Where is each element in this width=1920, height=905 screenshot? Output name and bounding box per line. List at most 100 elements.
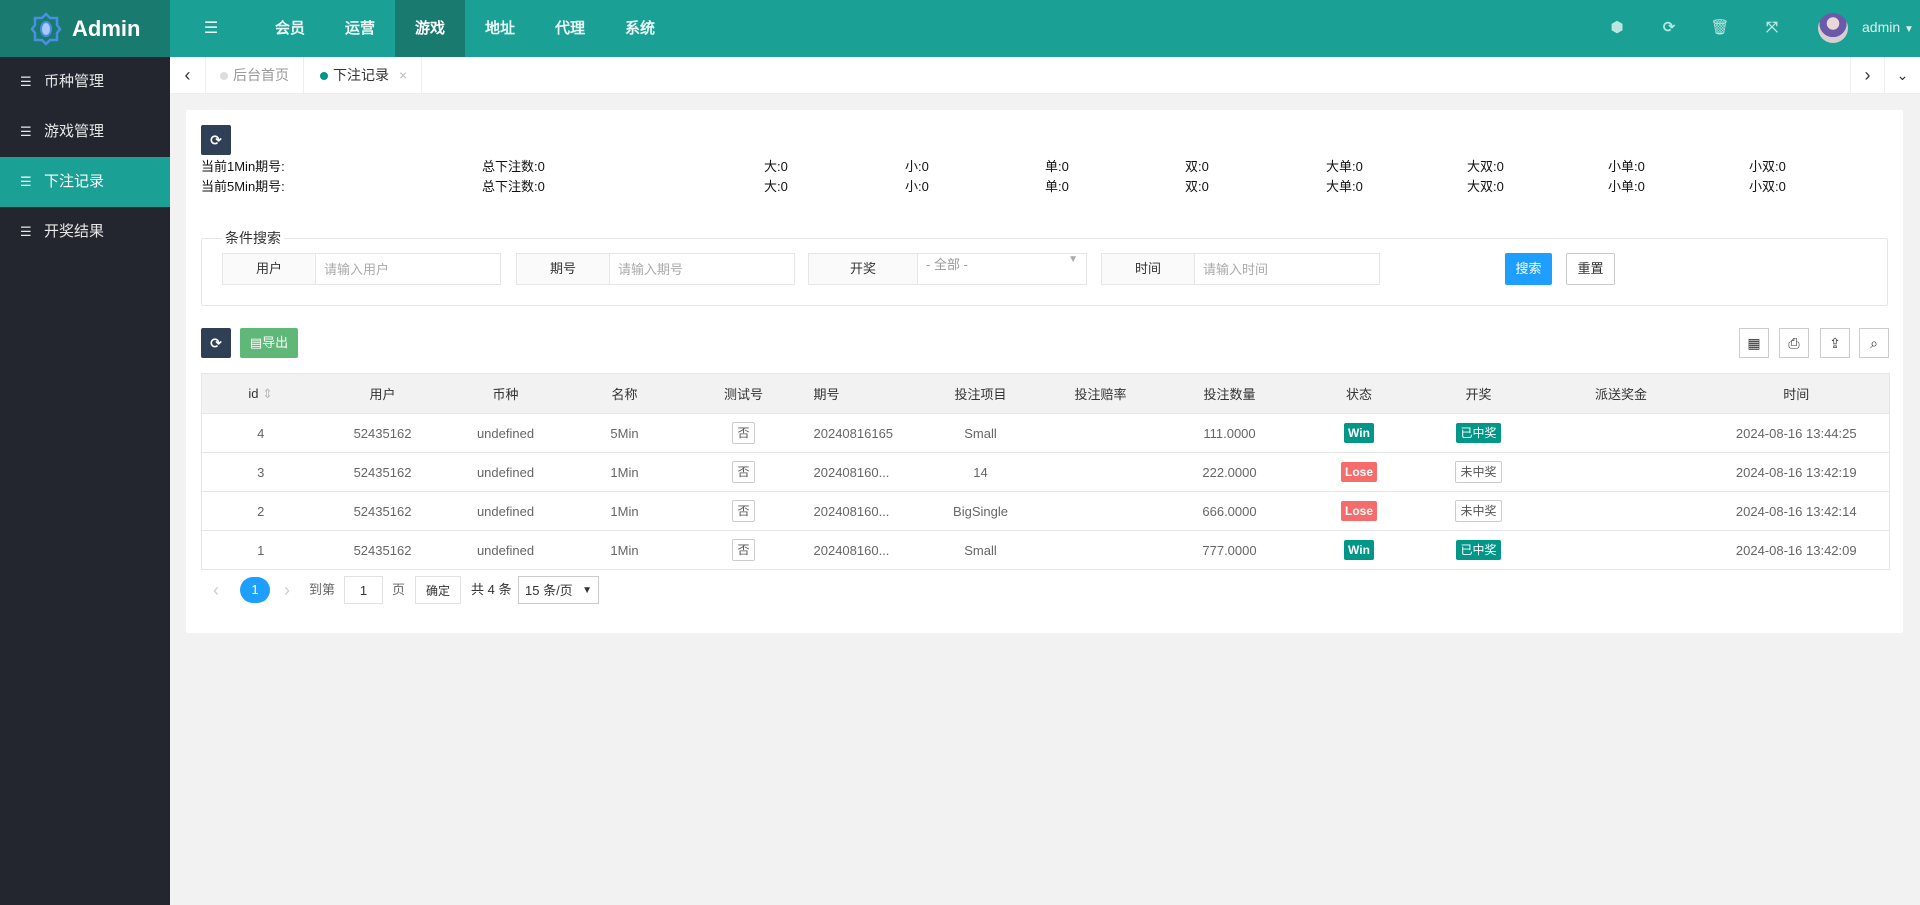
draw-select[interactable]: - 全部 - ▼ (918, 254, 1086, 284)
search-icon[interactable]: ⌕ (1859, 328, 1889, 358)
cell-text: undefined (476, 464, 535, 480)
tab-home[interactable]: 后台首页 (206, 57, 304, 93)
table-cell: 666.0000 (1159, 491, 1300, 531)
cell-text: 3 (257, 464, 265, 480)
tabs-dropdown-icon[interactable]: ⌄ (1896, 67, 1909, 83)
user-menu[interactable]: admin ▼ (1862, 19, 1914, 35)
table-row: 1 52435162 undefined 1Min 否 202408160... Small… (201, 530, 1890, 570)
cell-text: 1 (257, 542, 265, 558)
top-bar (0, 0, 1920, 57)
column-header: 币种 (445, 373, 566, 414)
column-header-label: 投注项目 (954, 387, 1007, 402)
page-1-button[interactable]: 1 (240, 577, 270, 603)
cell-text: 4 (257, 425, 265, 441)
stats-refresh-button[interactable]: ⟳ (201, 125, 231, 155)
column-header-label: 币种 (492, 387, 519, 402)
export-label: 导出 (262, 335, 289, 350)
sidebar-item-games[interactable]: ☰ 游戏管理 (0, 107, 170, 157)
draw-filter-label: 开奖 (809, 254, 918, 284)
stat-value: 小:0 (905, 179, 929, 194)
logo[interactable]: Admin (0, 0, 170, 57)
cell-text: 1Min (610, 503, 639, 519)
menu-toggle-icon[interactable]: ☰ (203, 20, 219, 37)
cell-text: 2 (257, 503, 265, 519)
tabs-next-icon[interactable]: › (1850, 57, 1885, 93)
print-icon[interactable]: ⎙ (1779, 328, 1809, 358)
table-cell (1538, 452, 1704, 492)
page-prev-icon[interactable]: ‹ (213, 580, 219, 600)
goto-page-input[interactable] (344, 576, 383, 604)
sidebar-item-bets[interactable]: ☰ 下注记录 (0, 157, 170, 207)
table-cell: 未中奖 (1418, 452, 1539, 492)
search-button[interactable]: 搜索 (1505, 253, 1552, 285)
columns-icon[interactable]: ▦ (1739, 328, 1769, 358)
table-cell: 777.0000 (1159, 530, 1300, 570)
tab-bar: ‹ 后台首页 下注记录 × › ⌄ (170, 57, 1920, 94)
table-cell: 2024-08-16 13:42:09 (1703, 530, 1890, 570)
table-cell: 否 (683, 413, 804, 453)
test-flag-badge: 否 (732, 539, 755, 561)
logo-text: Admin (72, 15, 141, 41)
sidebar-item-currency[interactable]: ☰ 币种管理 (0, 57, 170, 107)
period-input[interactable] (610, 254, 794, 284)
table-cell: 222.0000 (1159, 452, 1300, 492)
avatar[interactable] (1818, 13, 1848, 43)
column-header-label: 投注赔率 (1074, 387, 1127, 402)
stat-value: 大双:0 (1467, 179, 1504, 194)
user-filter-label: 用户 (223, 254, 316, 284)
stat-value: 当前1Min期号: (201, 159, 285, 174)
column-header: 测试号 (683, 373, 804, 414)
theme-icon[interactable]: ⬢ (1610, 19, 1624, 36)
stat-value: 大单:0 (1326, 179, 1363, 194)
trash-icon[interactable]: 🗑 (1710, 19, 1730, 36)
page-next-icon[interactable]: › (284, 580, 290, 600)
column-header: 期号 (803, 373, 920, 414)
period-filter: 期号 (516, 253, 795, 285)
table-cell (1041, 491, 1160, 531)
fullscreen-icon[interactable]: ⤧ (1765, 19, 1778, 36)
tabs-prev-icon[interactable]: ‹ (170, 57, 206, 93)
nav-games[interactable]: 游戏 (395, 0, 465, 57)
column-header-label: 时间 (1783, 387, 1810, 402)
close-icon[interactable]: × (399, 67, 408, 83)
list-icon: ☰ (20, 124, 32, 139)
table-cell: 202408160... (803, 491, 920, 531)
nav-system[interactable]: 系统 (624, 20, 655, 37)
sort-icon[interactable]: ⇕ (258, 385, 274, 401)
table-cell: 否 (683, 452, 804, 492)
goto-confirm-button[interactable]: 确定 (415, 576, 461, 604)
sidebar: ☰ 币种管理 ☰ 游戏管理 ☰ 下注记录 ☰ 开奖结果 (0, 57, 170, 905)
export-icon[interactable]: ⇪ (1820, 328, 1850, 358)
table-cell: 1 (201, 530, 320, 570)
nav-operations[interactable]: 运营 (344, 20, 375, 37)
time-filter: 时间 (1101, 253, 1380, 285)
column-header[interactable]: id ⇕ (201, 373, 320, 414)
draw-filter: 开奖 - 全部 - ▼ (808, 253, 1087, 285)
nav-agent[interactable]: 代理 (554, 20, 585, 37)
nav-address[interactable]: 地址 (484, 20, 515, 37)
table-refresh-button[interactable]: ⟳ (201, 328, 231, 358)
sidebar-item-results[interactable]: ☰ 开奖结果 (0, 207, 170, 257)
table-cell: 2 (201, 491, 320, 531)
cell-text: 202408160... (813, 503, 890, 519)
sidebar-item-label: 开奖结果 (44, 223, 105, 240)
table-cell: undefined (445, 452, 566, 492)
table-cell: undefined (445, 413, 566, 453)
refresh-icon[interactable]: ⟳ (1662, 19, 1676, 36)
export-button[interactable]: ▤导出 (240, 328, 298, 358)
page-size-select[interactable]: 15 条/页 ▼ (518, 576, 599, 604)
cell-text: 2024-08-16 13:44:25 (1735, 425, 1857, 441)
column-header: 开奖 (1418, 373, 1539, 414)
table-cell: 1Min (565, 491, 684, 531)
table-cell (1041, 530, 1160, 570)
goto-label: 到第 (309, 582, 336, 597)
reset-button[interactable]: 重置 (1566, 253, 1615, 285)
cell-text: 202408160... (813, 464, 890, 480)
time-input[interactable] (1195, 254, 1379, 284)
user-input[interactable] (316, 254, 500, 284)
nav-members[interactable]: 会员 (274, 20, 305, 37)
stat-value: 大单:0 (1326, 159, 1363, 174)
status-badge: Win (1344, 423, 1374, 443)
cell-text: 52435162 (353, 542, 412, 558)
tab-bet-records[interactable]: 下注记录 × (306, 57, 423, 93)
